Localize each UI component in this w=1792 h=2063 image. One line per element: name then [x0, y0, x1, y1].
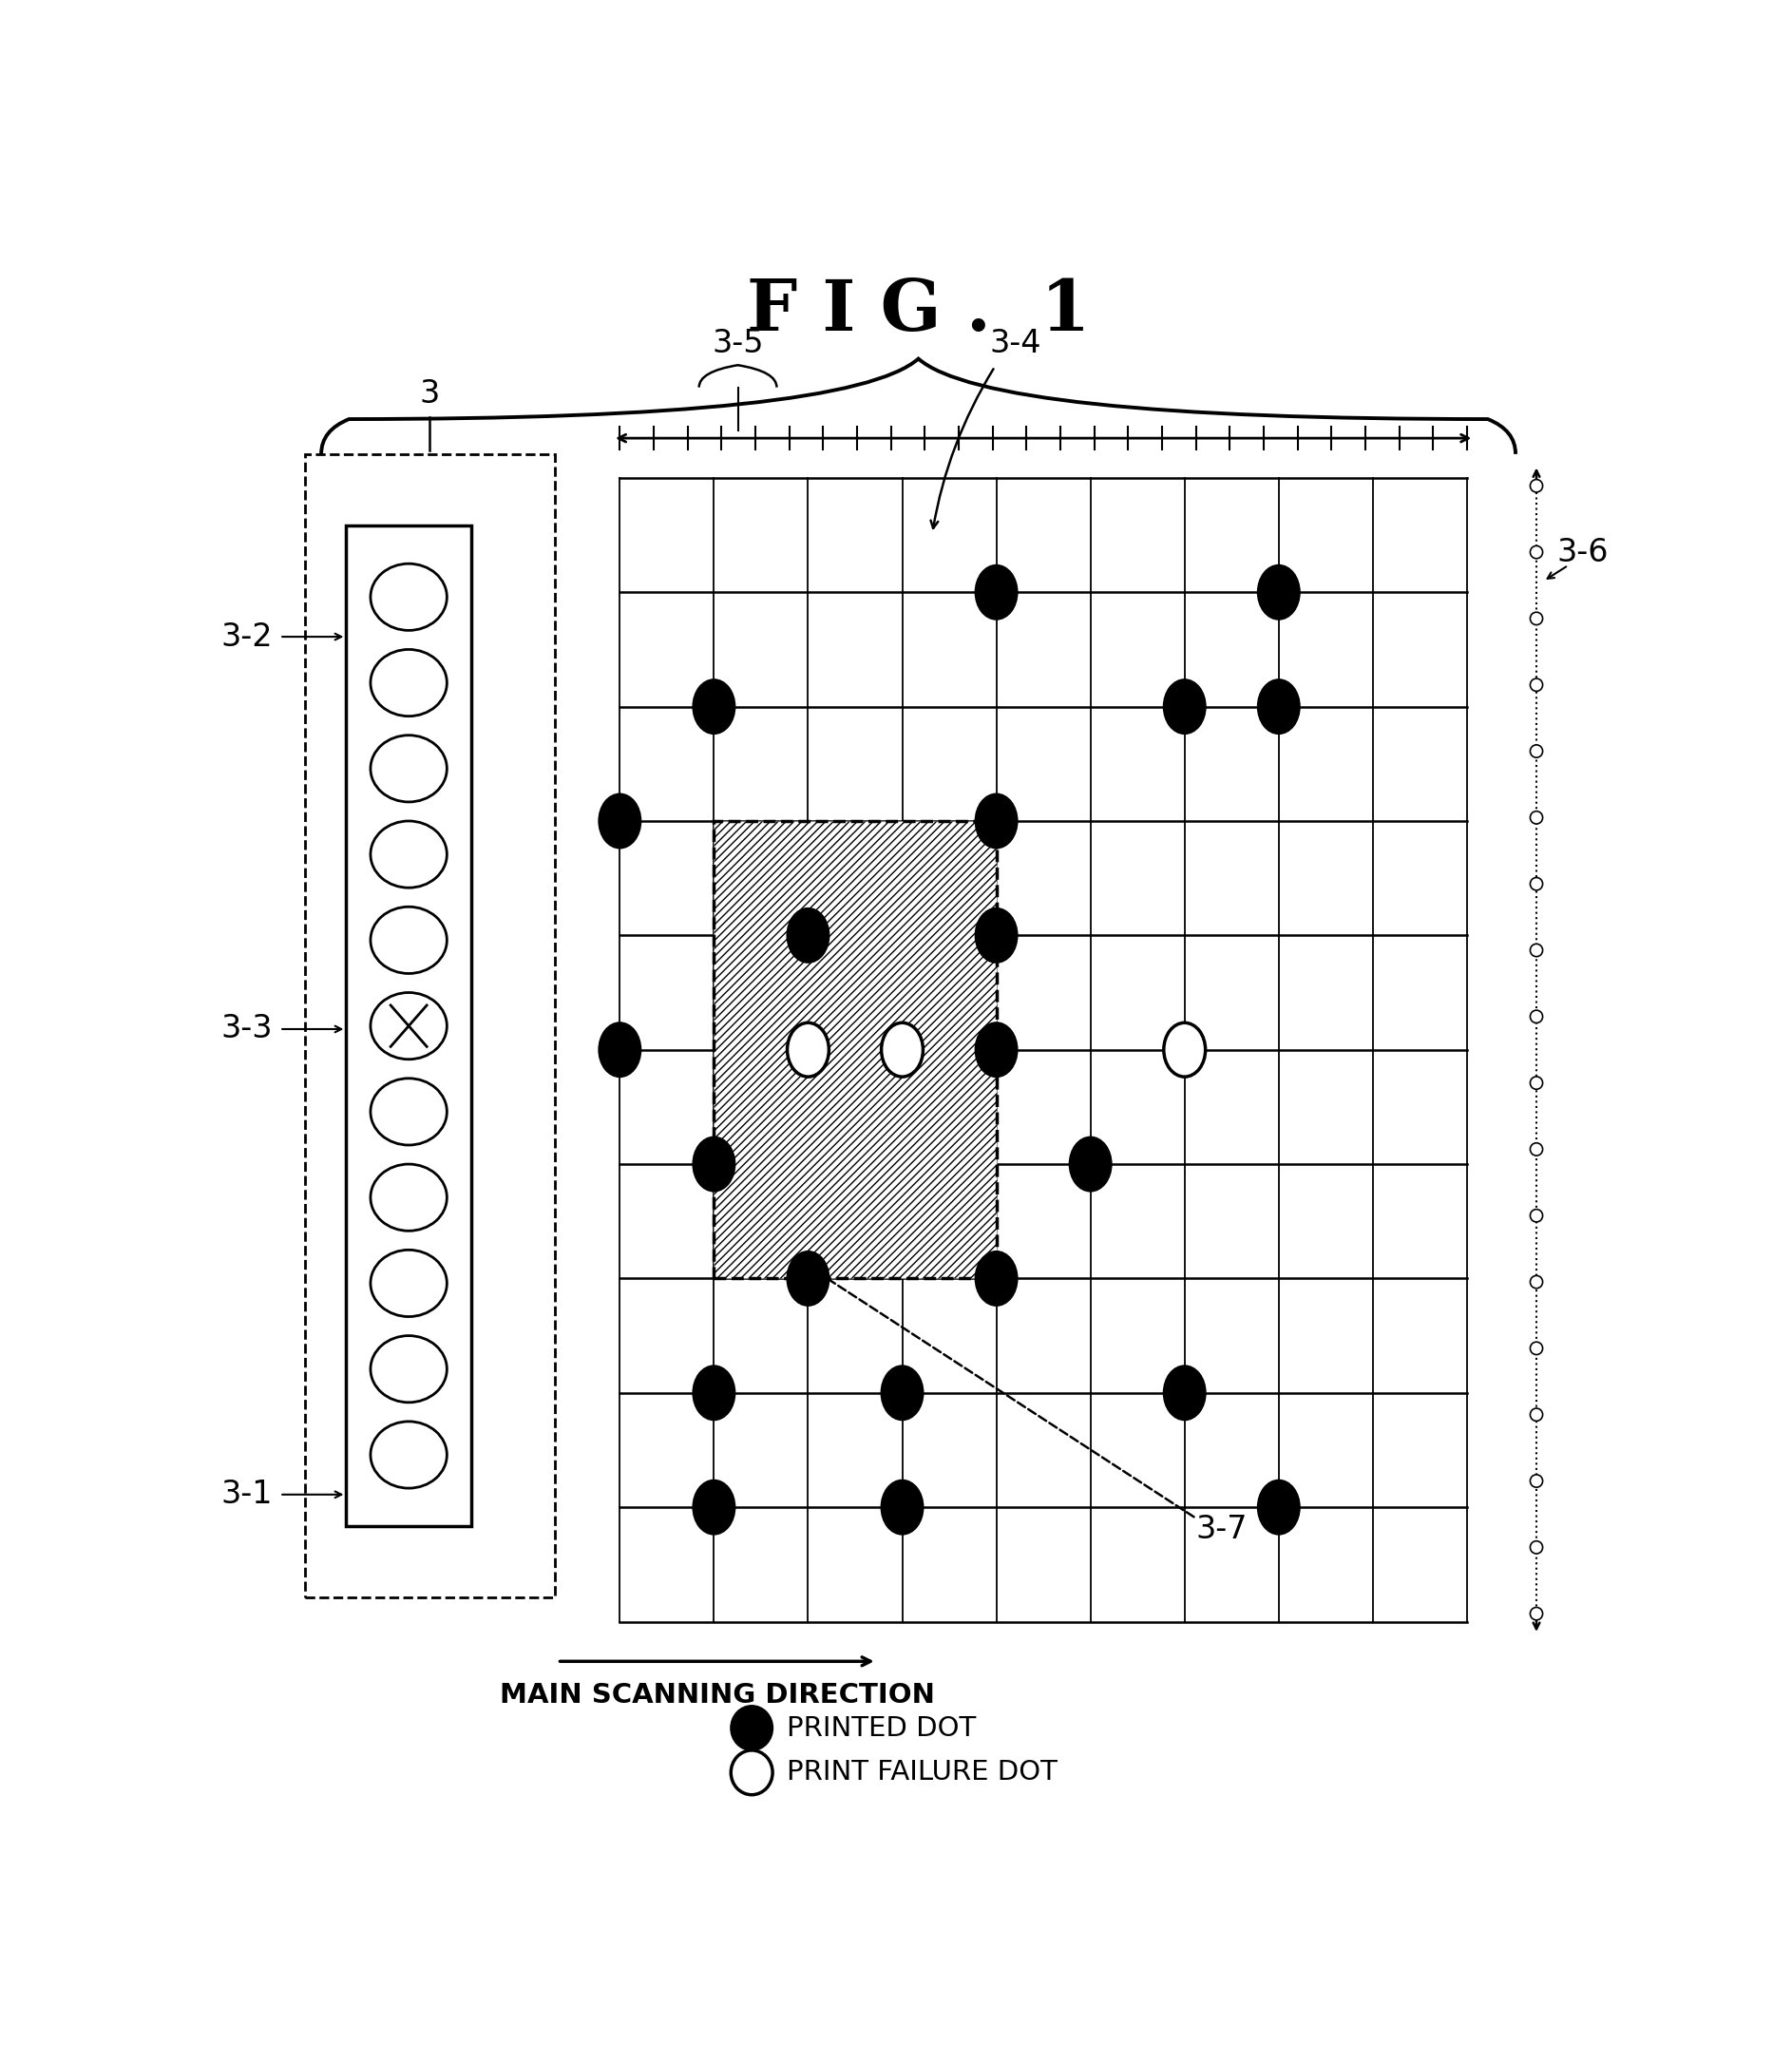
Ellipse shape — [1258, 565, 1299, 619]
Text: 3-4: 3-4 — [989, 328, 1041, 359]
Ellipse shape — [1163, 1366, 1206, 1419]
Text: 3-3: 3-3 — [220, 1013, 272, 1044]
Ellipse shape — [694, 1481, 735, 1535]
Ellipse shape — [1163, 679, 1206, 734]
Text: PRINTED DOT: PRINTED DOT — [787, 1714, 977, 1741]
Ellipse shape — [371, 563, 446, 631]
Text: MAIN SCANNING DIRECTION: MAIN SCANNING DIRECTION — [500, 1681, 935, 1708]
Ellipse shape — [1530, 811, 1543, 823]
Text: PRINT FAILURE DOT: PRINT FAILURE DOT — [787, 1760, 1057, 1787]
Ellipse shape — [787, 908, 830, 961]
Ellipse shape — [599, 1023, 642, 1077]
Bar — [346, 526, 471, 1527]
Ellipse shape — [694, 679, 735, 734]
Ellipse shape — [1530, 547, 1543, 559]
Ellipse shape — [371, 734, 446, 803]
Ellipse shape — [1258, 679, 1299, 734]
Ellipse shape — [975, 1252, 1018, 1306]
Ellipse shape — [1530, 613, 1543, 625]
Ellipse shape — [371, 1250, 446, 1316]
Text: 3-6: 3-6 — [1557, 536, 1609, 567]
Ellipse shape — [731, 1749, 772, 1795]
Ellipse shape — [975, 565, 1018, 619]
Text: 3-5: 3-5 — [711, 328, 763, 359]
Bar — [305, 454, 554, 1597]
Ellipse shape — [371, 821, 446, 887]
Ellipse shape — [1258, 1481, 1299, 1535]
Ellipse shape — [371, 1421, 446, 1487]
Ellipse shape — [1530, 1011, 1543, 1023]
Text: 3-2: 3-2 — [220, 621, 272, 652]
Ellipse shape — [1530, 1077, 1543, 1089]
Ellipse shape — [371, 650, 446, 716]
Ellipse shape — [731, 1706, 772, 1749]
Ellipse shape — [1530, 745, 1543, 757]
Ellipse shape — [371, 908, 446, 974]
Ellipse shape — [975, 908, 1018, 961]
Ellipse shape — [371, 1079, 446, 1145]
Ellipse shape — [371, 992, 446, 1058]
Ellipse shape — [882, 1366, 923, 1419]
Ellipse shape — [1530, 1607, 1543, 1619]
Ellipse shape — [1070, 1137, 1111, 1190]
Ellipse shape — [882, 1481, 923, 1535]
Ellipse shape — [882, 1023, 923, 1077]
Ellipse shape — [787, 1023, 830, 1077]
Ellipse shape — [599, 794, 642, 848]
Ellipse shape — [1163, 1023, 1206, 1077]
Ellipse shape — [1530, 479, 1543, 493]
Ellipse shape — [1530, 1275, 1543, 1287]
Ellipse shape — [1530, 877, 1543, 891]
Ellipse shape — [371, 1335, 446, 1403]
Ellipse shape — [371, 1164, 446, 1232]
Ellipse shape — [1530, 1341, 1543, 1355]
Ellipse shape — [975, 1023, 1018, 1077]
Text: 3-7: 3-7 — [1197, 1514, 1247, 1545]
Ellipse shape — [787, 1252, 830, 1306]
Ellipse shape — [975, 794, 1018, 848]
Bar — [713, 821, 996, 1279]
Ellipse shape — [1530, 1475, 1543, 1487]
Ellipse shape — [1530, 1541, 1543, 1553]
Ellipse shape — [1530, 945, 1543, 957]
Ellipse shape — [694, 1137, 735, 1190]
Ellipse shape — [1530, 1143, 1543, 1155]
Text: F I G .  1: F I G . 1 — [747, 276, 1090, 347]
Ellipse shape — [1530, 1209, 1543, 1221]
Ellipse shape — [1530, 1409, 1543, 1421]
Text: 3: 3 — [419, 378, 439, 411]
Text: 3-1: 3-1 — [220, 1479, 272, 1510]
Ellipse shape — [694, 1366, 735, 1419]
Ellipse shape — [1530, 679, 1543, 691]
